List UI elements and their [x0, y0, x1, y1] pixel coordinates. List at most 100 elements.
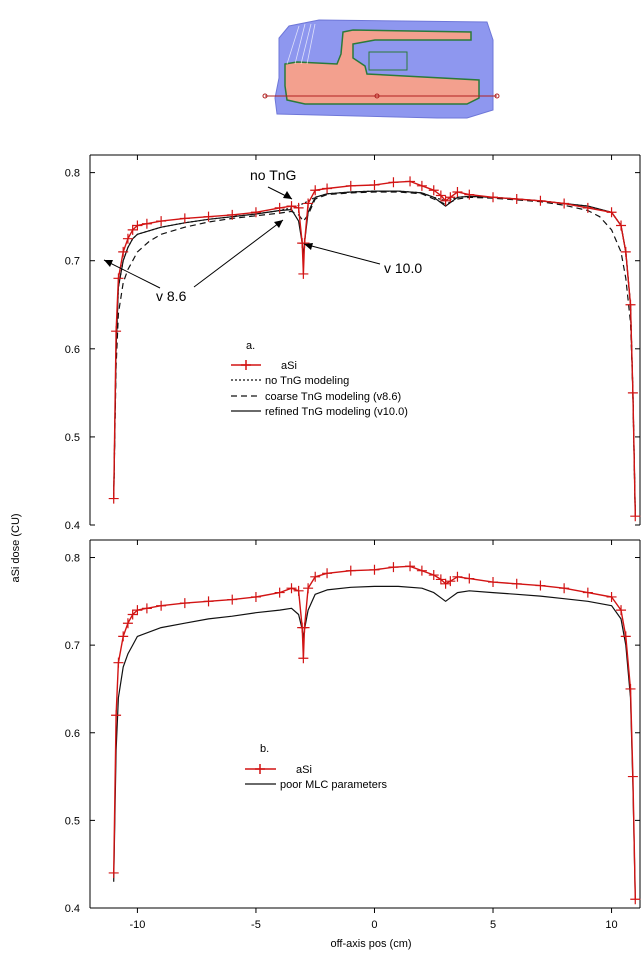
panel-a-asi-point [582, 202, 593, 213]
inset-field-region [284, 29, 480, 105]
panel-a-asi-point [445, 192, 456, 203]
legend-b-poor-mlc-label: poor MLC parameters [280, 779, 387, 791]
panel-b-label: b. [260, 743, 269, 755]
panel-b-asi-point [627, 771, 638, 782]
panel-b-asi-point [322, 568, 333, 579]
panel-b-asi-point [405, 561, 416, 572]
panel-b-asi-point [132, 605, 143, 616]
panel-b-asi-point [435, 574, 446, 585]
panel-b-asi-point [606, 591, 617, 602]
panel-a-asi-point [303, 198, 314, 209]
panel-a-asi-point [274, 202, 285, 213]
inset-profile-center [374, 93, 380, 99]
panel-a-asi-point [535, 195, 546, 206]
panel-b-asi-point [310, 571, 321, 582]
panel-a-asi-point [299, 238, 310, 249]
panel-a-asi-point [250, 207, 261, 218]
panel-b-asi-point [345, 565, 356, 576]
panel-a-asi-point [203, 211, 214, 222]
panel-a-asi-point [369, 179, 380, 190]
panel-a-legend: a. aSi no TnG modeling coarse TnG modeli… [231, 340, 408, 418]
panel-a-asi-point [310, 185, 321, 196]
panel-a: 0.4 0.5 0.6 0.7 0.8 no TnG v 8.6 v 10.0 a. a… [65, 154, 641, 532]
panel-a-asi-point [293, 202, 304, 213]
field-shape-dose-map-inset [262, 19, 500, 119]
panel-b: 0.4 0.5 0.6 0.7 0.8 -10 -5 0 5 10 b. aSi poor MLC… [65, 539, 641, 931]
annotation-v100: v 10.0 [384, 260, 422, 276]
panel-a-asi-point [627, 387, 638, 398]
x-axis-title: off-axis pos (cm) [330, 938, 411, 950]
panel-a-ytick-label: 0.4 [65, 520, 80, 532]
panel-a-asi-point [464, 189, 475, 200]
panel-a-asi-point [118, 246, 129, 257]
panel-a-asi-point [298, 268, 309, 279]
panel-a-asi-point [606, 207, 617, 218]
panel-b-ytick-label: 0.8 [65, 553, 80, 565]
panel-b-asi-point [488, 577, 499, 588]
panel-a-ytick-label: 0.6 [65, 344, 80, 356]
panel-a-asi-point [559, 198, 570, 209]
inset-notch [368, 51, 408, 71]
panel-b-asi-point [303, 583, 314, 594]
panel-a-asi-point [111, 326, 122, 337]
legend-b-asi-marker [255, 764, 265, 774]
panel-b-xtick-label: 0 [371, 919, 377, 931]
panel-b-asi-point [299, 622, 310, 633]
annotation-no-tng-arrowhead [283, 191, 292, 199]
panel-a-ytick-label: 0.5 [65, 432, 80, 444]
panel-b-asi-point [111, 710, 122, 721]
panel-a-asi-point [122, 233, 133, 244]
panel-a-asi-point [620, 246, 631, 257]
panel-a-asi-point [630, 511, 641, 522]
panel-b-asi-point [156, 600, 167, 611]
panel-a-ytick-label: 0.7 [65, 256, 80, 268]
panel-a-asi-point [156, 216, 167, 227]
legend-b-asi-label: aSi [296, 764, 312, 776]
panel-b-asi-point [227, 594, 238, 605]
panel-a-asi-point [452, 187, 463, 197]
panel-b-asi-point [630, 894, 641, 905]
panel-a-asi-point [286, 201, 297, 212]
panel-b-asi-point [440, 578, 451, 589]
annotation-no-tng: no TnG [250, 167, 296, 183]
panel-b-asi-point [179, 598, 190, 609]
panel-b-asi-point [464, 573, 475, 584]
panel-b-ytick-label: 0.7 [65, 640, 80, 652]
panel-a-asi-point [511, 194, 522, 205]
annotation-v86-arrowhead-1 [104, 260, 113, 267]
panel-a-asi-point [322, 183, 333, 194]
panel-b-asi-point [250, 591, 261, 602]
panel-b-xtick-label: -5 [251, 919, 261, 931]
annotation-v86-arrowhead-2 [274, 220, 283, 228]
panel-b-asi-point [298, 653, 309, 664]
annotation-v86-arrow-1 [103, 259, 161, 289]
panel-b-asi-point [274, 587, 285, 598]
panel-b-asi-point [293, 585, 304, 596]
inset-profile-end-left [262, 93, 268, 99]
panel-b-asi-point [369, 564, 380, 575]
panel-b-asi-point [445, 576, 456, 587]
panel-a-series-refined-tng-modeling-v10-0 [113, 190, 636, 517]
panel-a-asi-point [141, 218, 152, 229]
panel-b-asi-point [118, 631, 129, 642]
panel-b-ytick-label: 0.4 [65, 903, 80, 915]
panel-a-asi-point [179, 213, 190, 224]
annotation-v100-arrow [303, 243, 381, 265]
panel-b-xtick-label: 5 [490, 919, 496, 931]
panel-b-asi-point [535, 580, 546, 591]
panel-b-ytick-label: 0.5 [65, 815, 80, 827]
annotation-v100-arrowhead [304, 243, 313, 250]
panel-b-series-asi [113, 565, 636, 900]
panel-a-ytick-label: 0.8 [65, 168, 80, 180]
inset-hatch [286, 23, 316, 65]
panel-b-asi-point [141, 603, 152, 614]
legend-a-asi-marker [241, 360, 251, 370]
panel-b-asi-point [625, 683, 636, 694]
panel-b-xtick-label: -10 [129, 919, 145, 931]
panel-b-asi-point [113, 657, 124, 668]
panel-b-asi-point [122, 618, 133, 629]
panel-a-asi-point [388, 177, 399, 188]
panel-a-asi-point [345, 180, 356, 191]
inset-profile-end-right [494, 93, 500, 99]
